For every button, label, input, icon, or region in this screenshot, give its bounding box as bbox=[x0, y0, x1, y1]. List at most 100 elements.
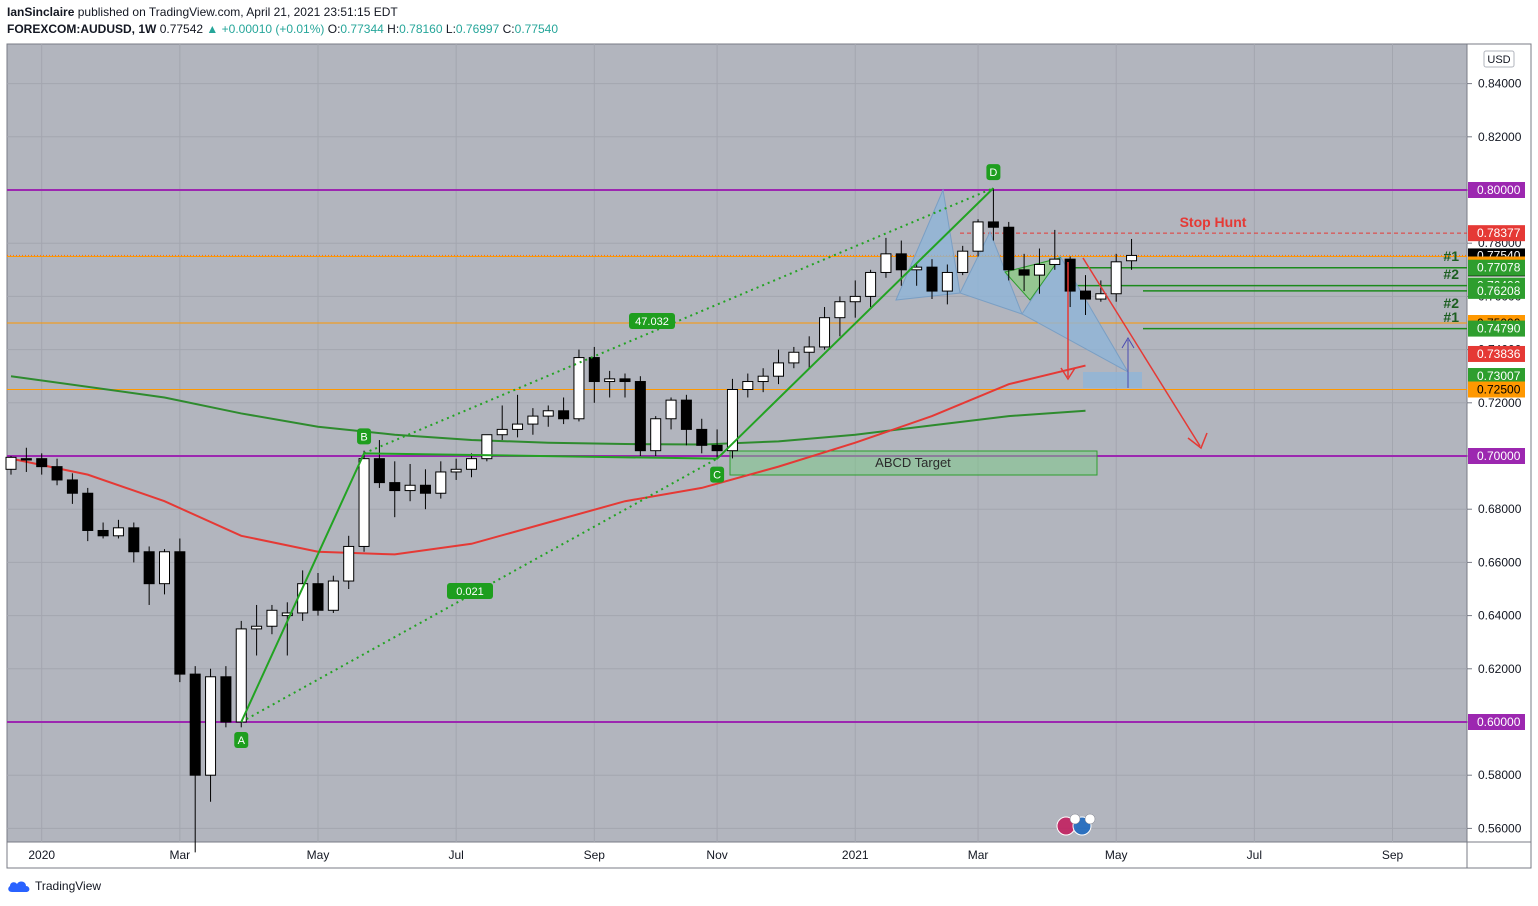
candle-body bbox=[711, 444, 723, 452]
candle-body bbox=[389, 482, 401, 492]
candle-body bbox=[36, 458, 48, 468]
candle-body bbox=[174, 551, 186, 675]
price-tick-label: 0.82000 bbox=[1478, 130, 1522, 144]
ratio-label-box bbox=[629, 313, 675, 329]
close-value: 0.77540 bbox=[514, 22, 559, 36]
prz-box bbox=[1083, 372, 1142, 388]
us-event-count-badge bbox=[1069, 813, 1081, 825]
price-tag-text: 0.60000 bbox=[1477, 715, 1521, 729]
candle-body bbox=[343, 545, 355, 582]
candle-body bbox=[128, 527, 140, 553]
price-tag bbox=[1468, 714, 1525, 730]
candle-body bbox=[680, 399, 692, 430]
abcd-target-zone: ABCD Target bbox=[729, 450, 1098, 476]
candle-body bbox=[773, 362, 784, 377]
abcd-pattern: A B C D 47.032 0.021 bbox=[234, 164, 1001, 748]
candle-body bbox=[527, 415, 539, 425]
point-label: B bbox=[360, 431, 367, 443]
price-tag bbox=[1468, 381, 1525, 398]
candle-body bbox=[834, 301, 846, 319]
tag-2-bottom: #2 bbox=[1443, 295, 1459, 311]
point-label-box bbox=[986, 164, 1001, 181]
high-label: H: bbox=[387, 22, 400, 36]
candle-body bbox=[819, 317, 831, 348]
candle-body bbox=[1064, 258, 1076, 292]
candle-body bbox=[1126, 254, 1138, 262]
ratio-label: 47.032 bbox=[635, 316, 669, 328]
time-tick-label: Jul bbox=[448, 848, 463, 862]
high-value: 0.78160 bbox=[399, 22, 443, 36]
candle-body bbox=[726, 389, 738, 452]
open-label: O: bbox=[327, 22, 341, 36]
currency-badge[interactable]: USD bbox=[1483, 50, 1515, 68]
candle-body bbox=[619, 378, 631, 383]
time-tick-label: Sep bbox=[1382, 848, 1404, 862]
point-label-box bbox=[234, 732, 249, 748]
candle-body bbox=[435, 471, 447, 494]
candle-body bbox=[373, 458, 385, 484]
low-value: 0.76997 bbox=[455, 22, 500, 36]
abcd-legs bbox=[240, 187, 995, 723]
price-tag-text: 0.80000 bbox=[1477, 183, 1521, 197]
price-tag bbox=[1468, 259, 1525, 276]
time-tick-label: Mar bbox=[968, 848, 989, 862]
time-axis-ticks: 2020 Mar May Jul Sep Nov 2021 Mar May Jul Sep bbox=[28, 848, 1403, 862]
price-tag-text: 0.70000 bbox=[1477, 449, 1521, 463]
candle-body bbox=[788, 351, 800, 364]
point-label: C bbox=[713, 470, 721, 482]
candle-body bbox=[5, 456, 17, 470]
candle-body bbox=[757, 375, 769, 383]
candle-body bbox=[281, 612, 293, 617]
candle-body bbox=[895, 253, 907, 271]
price-tag bbox=[1468, 320, 1525, 337]
candle-body bbox=[542, 410, 554, 417]
time-axis[interactable] bbox=[7, 842, 1467, 868]
candle-body bbox=[327, 580, 339, 611]
point-label-box bbox=[710, 466, 725, 483]
candle-body bbox=[512, 423, 524, 430]
red-moving-average bbox=[10, 364, 1086, 556]
candle-body bbox=[987, 221, 999, 228]
candle-body bbox=[880, 253, 892, 273]
time-tick-label: May bbox=[1105, 848, 1128, 862]
point-label: D bbox=[989, 167, 997, 179]
candle-body bbox=[1003, 226, 1015, 271]
price-tick-label: 0.56000 bbox=[1478, 821, 1522, 835]
tag-1-bottom: #1 bbox=[1443, 309, 1459, 325]
au-event-count-badge bbox=[1084, 813, 1096, 825]
time-tick-label: Mar bbox=[170, 848, 191, 862]
candle-body bbox=[97, 529, 109, 537]
open-value: 0.77344 bbox=[340, 22, 384, 36]
price-tag bbox=[1468, 368, 1525, 385]
time-tick-label: Sep bbox=[584, 848, 606, 862]
tag-2-top: #2 bbox=[1443, 266, 1459, 282]
candle-body bbox=[20, 458, 32, 461]
tradingview-brand: TradingView bbox=[35, 879, 102, 893]
candle-body bbox=[634, 381, 646, 452]
prz-up-arrowhead bbox=[1121, 337, 1135, 349]
price-tag-text: 0.72500 bbox=[1477, 383, 1521, 397]
candle-body bbox=[650, 418, 662, 452]
candle-body bbox=[220, 676, 232, 723]
symbol-name: FOREXCOM:AUDUSD, 1W bbox=[7, 22, 157, 36]
tradingview-logo[interactable]: TradingView bbox=[7, 879, 101, 893]
event-flags[interactable] bbox=[1056, 813, 1096, 836]
price-tag-text: 0.74790 bbox=[1477, 322, 1521, 336]
currency-badge-label: USD bbox=[1487, 54, 1510, 66]
candle-body bbox=[1033, 263, 1045, 276]
up-arrow-icon: ▲ bbox=[206, 22, 219, 36]
candle-body bbox=[159, 551, 170, 585]
price-tick-label: 0.66000 bbox=[1478, 555, 1522, 569]
candle-body bbox=[865, 271, 877, 297]
stop-hunt-label: Stop Hunt bbox=[1180, 214, 1247, 230]
candle-body bbox=[266, 609, 278, 627]
price-tick-label: 0.58000 bbox=[1478, 768, 1522, 782]
publisher-name: IanSinclaire bbox=[7, 5, 75, 19]
candle-body bbox=[1095, 293, 1107, 300]
currency-badge-box[interactable] bbox=[1483, 50, 1515, 68]
price-axis[interactable] bbox=[1467, 44, 1531, 842]
price-tag-text: 0.73836 bbox=[1477, 347, 1521, 361]
last-price: 0.77542 bbox=[159, 22, 204, 36]
ratio-label-box bbox=[447, 583, 493, 599]
